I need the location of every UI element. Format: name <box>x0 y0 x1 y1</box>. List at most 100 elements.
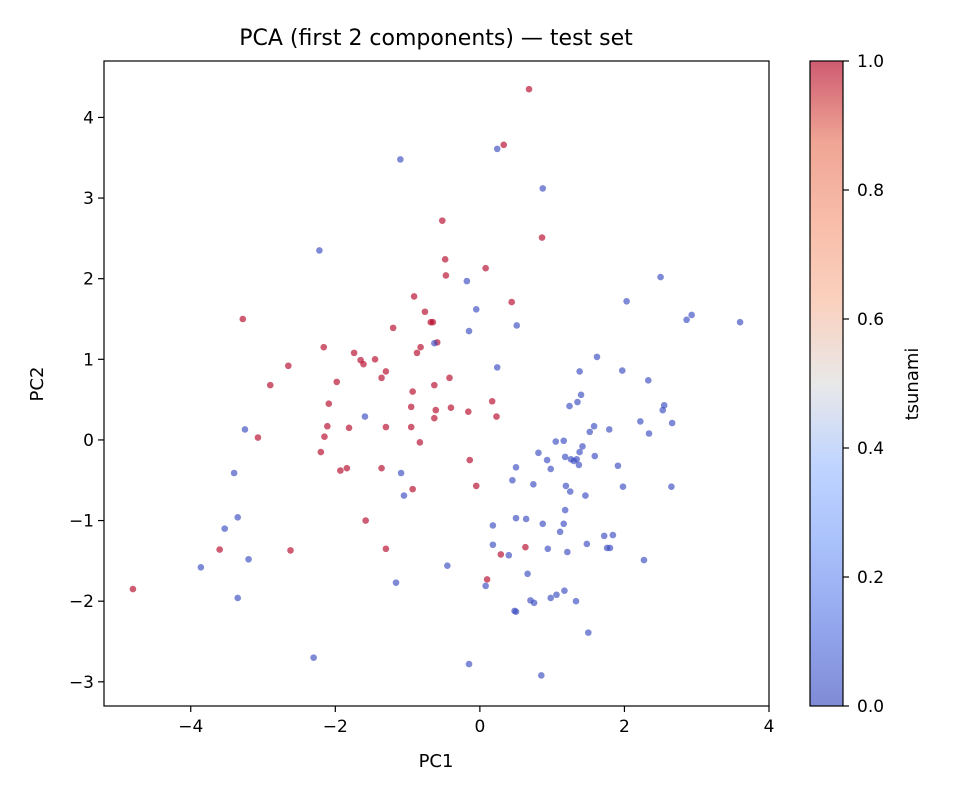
y-tick-label: −1 <box>69 512 94 532</box>
data-point <box>668 419 676 427</box>
data-point <box>129 585 137 593</box>
data-point <box>382 423 390 431</box>
data-point <box>577 391 585 399</box>
data-point <box>584 629 592 636</box>
data-point <box>397 156 404 163</box>
data-point <box>522 543 529 551</box>
data-point <box>489 522 497 529</box>
data-point <box>576 448 583 456</box>
colorbar-tick-label: 0.8 <box>857 181 884 201</box>
colorbar-ticks: 0.0 0.2 0.4 0.6 0.8 1.0 <box>843 52 884 717</box>
data-point <box>343 464 351 472</box>
data-point <box>657 273 664 281</box>
data-point <box>644 376 652 384</box>
scatter-points <box>129 85 744 679</box>
data-point <box>324 422 331 430</box>
data-point <box>561 587 568 595</box>
y-axis-label: PC2 <box>27 367 48 402</box>
data-point <box>561 453 569 461</box>
data-point <box>472 482 480 490</box>
data-point <box>538 234 546 241</box>
data-point <box>493 413 500 420</box>
data-point <box>539 520 547 528</box>
data-point <box>609 531 617 539</box>
colorbar-label: tsunami <box>902 348 923 421</box>
data-point <box>397 469 405 477</box>
data-point <box>482 582 489 590</box>
data-point <box>234 514 242 521</box>
x-axis: −4 −2 0 2 4 <box>178 706 774 737</box>
data-point <box>466 456 474 464</box>
data-point <box>465 327 473 335</box>
data-point <box>317 448 325 456</box>
data-point <box>493 364 501 371</box>
data-point <box>254 434 262 441</box>
colorbar-tick-label: 0.4 <box>857 439 884 459</box>
data-point <box>285 362 292 370</box>
data-point <box>566 488 574 495</box>
data-point <box>539 185 547 192</box>
colorbar-tick-label: 0.2 <box>857 568 884 588</box>
data-point <box>429 318 437 326</box>
data-point <box>560 437 568 445</box>
data-point <box>552 438 560 445</box>
data-point <box>438 217 446 224</box>
data-point <box>659 406 667 414</box>
data-point <box>512 514 520 522</box>
data-point <box>525 85 533 93</box>
data-point <box>266 381 274 389</box>
data-point <box>505 551 513 559</box>
data-point <box>600 532 608 540</box>
data-point <box>413 349 421 357</box>
data-point <box>345 424 353 432</box>
data-point <box>564 548 571 556</box>
data-point <box>590 422 598 430</box>
data-point <box>488 397 496 405</box>
data-point <box>583 540 591 548</box>
data-point <box>614 462 622 470</box>
x-tick-label: −2 <box>323 717 348 737</box>
data-point <box>320 343 328 351</box>
data-point <box>447 404 455 411</box>
data-point <box>736 318 744 326</box>
data-point <box>382 545 390 553</box>
colorbar-tick-label: 0.0 <box>857 697 884 717</box>
data-point <box>530 480 537 488</box>
data-point <box>576 368 583 375</box>
data-point <box>325 400 333 407</box>
data-point <box>579 443 586 450</box>
y-tick-label: 4 <box>83 108 94 128</box>
data-point <box>535 449 542 457</box>
data-point <box>431 339 438 347</box>
data-point <box>586 428 594 436</box>
data-point <box>538 672 545 679</box>
y-tick-label: 0 <box>83 431 94 451</box>
y-tick-label: 2 <box>83 270 94 290</box>
data-point <box>508 298 515 306</box>
data-point <box>230 469 238 477</box>
x-tick-label: 0 <box>474 717 485 737</box>
colorbar-tick-label: 0.6 <box>857 310 884 330</box>
data-point <box>465 660 473 668</box>
data-point <box>431 414 438 422</box>
data-point <box>310 654 317 661</box>
data-point <box>530 599 538 607</box>
data-point <box>572 597 580 605</box>
data-point <box>216 546 223 553</box>
data-point <box>360 360 367 368</box>
data-point <box>239 315 247 323</box>
data-point <box>333 378 341 386</box>
data-point <box>441 256 449 263</box>
data-point <box>409 388 416 395</box>
data-point <box>407 403 415 411</box>
y-tick-label: −2 <box>69 592 94 612</box>
data-point <box>582 492 589 499</box>
data-point <box>378 464 385 472</box>
y-tick-label: −3 <box>69 673 94 693</box>
data-point <box>562 482 570 490</box>
y-axis: −3 −2 −1 0 1 2 3 4 <box>69 108 104 693</box>
data-point <box>197 564 205 571</box>
data-point <box>371 356 379 363</box>
chart-title: PCA (first 2 components) — test set <box>239 26 633 51</box>
data-point <box>683 316 690 324</box>
